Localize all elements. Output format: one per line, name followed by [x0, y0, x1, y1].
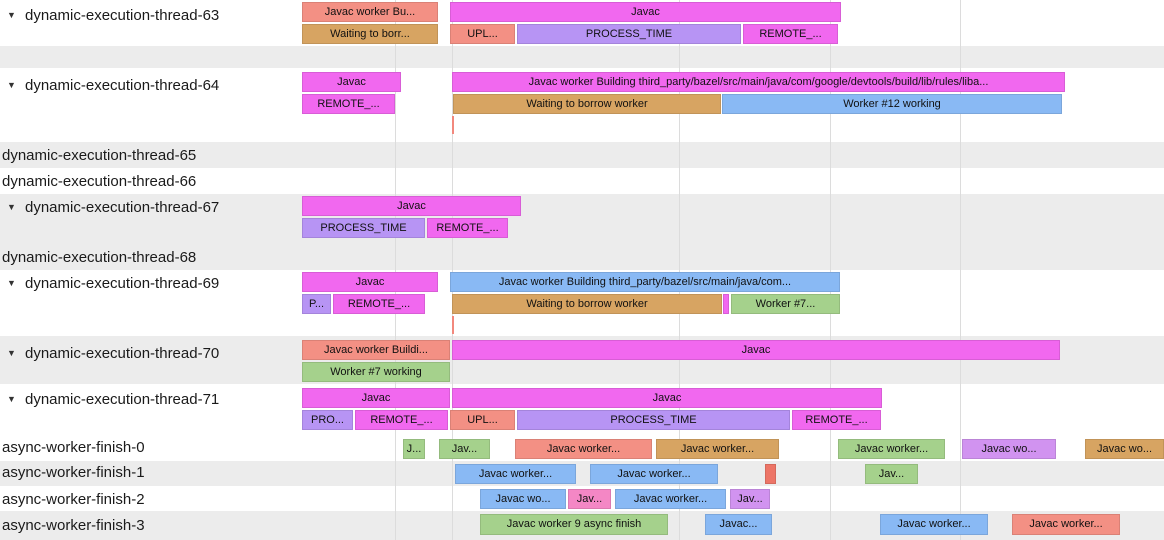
slice-bar[interactable]: PROCESS_TIME: [517, 24, 741, 44]
slice-bar[interactable]: Javac: [452, 388, 882, 408]
slice-bar[interactable]: Javac worker...: [656, 439, 779, 459]
slice-bar[interactable]: Javac worker...: [455, 464, 576, 484]
track-name: dynamic-execution-thread-71: [25, 390, 220, 408]
slice-bar[interactable]: Javac wo...: [1085, 439, 1164, 459]
instant-marker[interactable]: [452, 116, 454, 134]
slice-bar[interactable]: Javac...: [705, 514, 772, 535]
track-label-dynamic-execution-thread-71[interactable]: ▼ dynamic-execution-thread-71: [4, 390, 219, 408]
track-band: [0, 461, 1164, 486]
slice-bar[interactable]: REMOTE_...: [355, 410, 448, 430]
slice-bar[interactable]: REMOTE_...: [302, 94, 395, 114]
track-label-dynamic-execution-thread-70[interactable]: ▼ dynamic-execution-thread-70: [4, 344, 219, 362]
slice-bar[interactable]: Javac: [450, 2, 841, 22]
track-label-dynamic-execution-thread-63[interactable]: ▼ dynamic-execution-thread-63: [4, 6, 219, 24]
time-gridline: [395, 0, 396, 540]
track-name: dynamic-execution-thread-66: [2, 172, 197, 190]
track-name: dynamic-execution-thread-69: [25, 274, 220, 292]
collapse-arrow-icon[interactable]: ▼: [7, 348, 16, 358]
slice-bar[interactable]: PROCESS_TIME: [517, 410, 790, 430]
slice-bar[interactable]: Javac wo...: [962, 439, 1056, 459]
slice-bar[interactable]: Javac worker...: [615, 489, 726, 509]
track-label-dynamic-execution-thread-68: dynamic-execution-thread-68: [2, 248, 196, 266]
slice-bar[interactable]: REMOTE_...: [792, 410, 881, 430]
slice-bar[interactable]: Javac: [302, 196, 521, 216]
track-name: async-worker-finish-3: [2, 516, 145, 534]
track-band: [0, 46, 1164, 68]
slice-bar[interactable]: Javac worker...: [1012, 514, 1120, 535]
time-gridline: [452, 0, 453, 540]
collapse-arrow-icon[interactable]: ▼: [7, 278, 16, 288]
slice-bar[interactable]: Javac wo...: [480, 489, 566, 509]
track-label-dynamic-execution-thread-69[interactable]: ▼ dynamic-execution-thread-69: [4, 274, 219, 292]
time-gridline: [830, 0, 831, 540]
track-name: dynamic-execution-thread-63: [25, 6, 220, 24]
track-name: dynamic-execution-thread-65: [2, 146, 197, 164]
slice-bar[interactable]: PROCESS_TIME: [302, 218, 425, 238]
slice-bar[interactable]: REMOTE_...: [427, 218, 508, 238]
track-label-async-worker-finish-1: async-worker-finish-1: [2, 463, 145, 481]
track-label-dynamic-execution-thread-64[interactable]: ▼ dynamic-execution-thread-64: [4, 76, 219, 94]
track-band: [0, 142, 1164, 168]
track-name: dynamic-execution-thread-68: [2, 248, 197, 266]
track-label-async-worker-finish-3: async-worker-finish-3: [2, 516, 145, 534]
track-name: dynamic-execution-thread-67: [25, 198, 220, 216]
slice-bar[interactable]: Javac worker...: [590, 464, 718, 484]
slice-bar[interactable]: Javac worker...: [880, 514, 988, 535]
slice-bar[interactable]: Javac worker...: [515, 439, 652, 459]
track-label-dynamic-execution-thread-67[interactable]: ▼ dynamic-execution-thread-67: [4, 198, 219, 216]
track-name: dynamic-execution-thread-70: [25, 344, 220, 362]
collapse-arrow-icon[interactable]: ▼: [7, 202, 16, 212]
track-label-async-worker-finish-2: async-worker-finish-2: [2, 490, 145, 508]
slice-bar[interactable]: Javac worker Building third_party/bazel/…: [452, 72, 1065, 92]
slice-bar[interactable]: Jav...: [730, 489, 770, 509]
track-name: async-worker-finish-0: [2, 438, 145, 456]
slice-bar[interactable]: [723, 294, 729, 314]
slice-bar[interactable]: REMOTE_...: [333, 294, 425, 314]
slice-bar[interactable]: Javac: [452, 340, 1060, 360]
slice-bar[interactable]: [765, 464, 776, 484]
slice-bar[interactable]: Jav...: [439, 439, 490, 459]
slice-bar[interactable]: REMOTE_...: [743, 24, 838, 44]
slice-bar[interactable]: P...: [302, 294, 331, 314]
track-label-async-worker-finish-0: async-worker-finish-0: [2, 438, 145, 456]
slice-bar[interactable]: Javac: [302, 72, 401, 92]
slice-bar[interactable]: Waiting to borrow worker: [452, 294, 722, 314]
track-name: async-worker-finish-2: [2, 490, 145, 508]
slice-bar[interactable]: Javac: [302, 272, 438, 292]
track-label-dynamic-execution-thread-65: dynamic-execution-thread-65: [2, 146, 196, 164]
track-band: [0, 168, 1164, 194]
time-gridline: [960, 0, 961, 540]
slice-bar[interactable]: Worker #7...: [731, 294, 840, 314]
slice-bar[interactable]: J...: [403, 439, 425, 459]
slice-bar[interactable]: Worker #12 working: [722, 94, 1062, 114]
collapse-arrow-icon[interactable]: ▼: [7, 80, 16, 90]
slice-bar[interactable]: Jav...: [568, 489, 611, 509]
collapse-arrow-icon[interactable]: ▼: [7, 394, 16, 404]
slice-bar[interactable]: Waiting to borrow worker: [453, 94, 721, 114]
slice-bar[interactable]: Javac worker Buildi...: [302, 340, 450, 360]
track-name: async-worker-finish-1: [2, 463, 145, 481]
time-gridline: [679, 0, 680, 540]
slice-bar[interactable]: UPL...: [450, 410, 515, 430]
slice-bar[interactable]: Javac worker Bu...: [302, 2, 438, 22]
slice-bar[interactable]: UPL...: [450, 24, 515, 44]
collapse-arrow-icon[interactable]: ▼: [7, 10, 16, 20]
instant-marker[interactable]: [452, 316, 454, 334]
slice-bar[interactable]: Javac worker Building third_party/bazel/…: [450, 272, 840, 292]
track-name: dynamic-execution-thread-64: [25, 76, 220, 94]
slice-bar[interactable]: Javac worker...: [838, 439, 945, 459]
slice-bar[interactable]: Javac: [302, 388, 450, 408]
track-label-dynamic-execution-thread-66: dynamic-execution-thread-66: [2, 172, 196, 190]
slice-bar[interactable]: Waiting to borr...: [302, 24, 438, 44]
slice-bar[interactable]: Worker #7 working: [302, 362, 450, 382]
slice-bar[interactable]: Javac worker 9 async finish: [480, 514, 668, 535]
slice-bar[interactable]: PRO...: [302, 410, 353, 430]
track-band: [0, 194, 1164, 270]
slice-bar[interactable]: Jav...: [865, 464, 918, 484]
